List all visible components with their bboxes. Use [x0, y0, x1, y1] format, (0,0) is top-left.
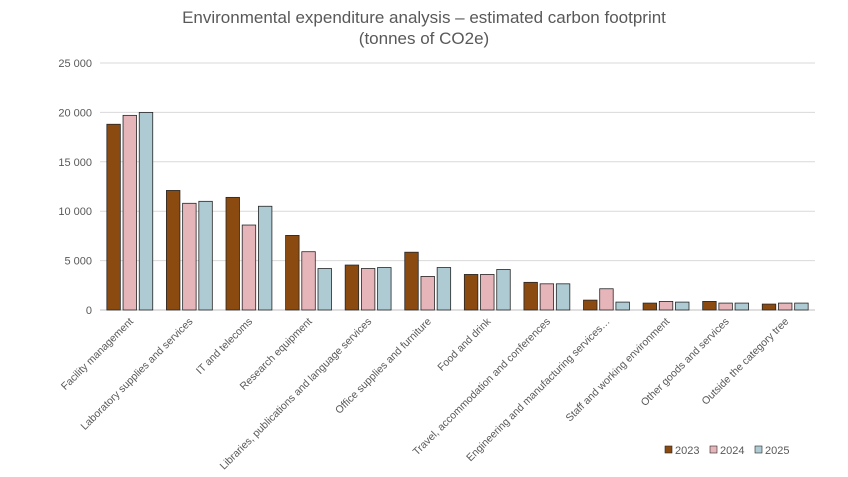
- y-tick-label: 0: [86, 305, 92, 317]
- bar-2025: [734, 302, 749, 311]
- bar-2023: [463, 274, 479, 311]
- chart-title: Environmental expenditure analysis – est…: [182, 8, 666, 27]
- y-tick-label: 5 000: [64, 256, 92, 268]
- bar-2025: [496, 269, 511, 311]
- x-tick-label: Office supplies and furniture: [333, 316, 434, 417]
- legend-label: 2024: [720, 445, 744, 457]
- bar-2023: [642, 302, 657, 311]
- bar-2023: [225, 196, 240, 311]
- bar-2024: [599, 288, 614, 311]
- x-tick-label: Food and drink: [435, 315, 494, 374]
- y-tick-label: 20 000: [58, 107, 92, 119]
- bar-2023: [583, 299, 598, 311]
- bar-2024: [539, 283, 555, 311]
- legend-swatch-2025: [754, 445, 763, 454]
- bar-2024: [658, 301, 674, 311]
- bar-2024: [420, 276, 435, 311]
- bar-2024: [122, 114, 137, 311]
- legend-label: 2023: [675, 445, 699, 457]
- bar-2025: [615, 301, 630, 311]
- x-tick-label: IT and telecoms: [194, 316, 255, 377]
- chart-subtitle: (tonnes of CO2e): [359, 29, 489, 48]
- bar-2025: [317, 268, 332, 311]
- bar-2025: [436, 267, 452, 311]
- x-tick-label: Laboratory supplies and services: [78, 316, 195, 433]
- bar-2023: [702, 301, 717, 311]
- bar-2025: [258, 205, 273, 311]
- bar-2023: [344, 264, 360, 311]
- bar-2024: [301, 251, 316, 311]
- x-tick-label: Staff and working environment: [564, 316, 673, 425]
- bar-2023: [285, 235, 300, 311]
- bar-2023: [404, 251, 419, 311]
- bar-2024: [718, 302, 733, 311]
- bar-2025: [377, 267, 392, 311]
- bar-2025: [138, 112, 154, 311]
- bar-2023: [761, 303, 777, 311]
- legend-label: 2025: [765, 445, 789, 457]
- y-tick-label: 25 000: [58, 58, 92, 70]
- y-tick-label: 15 000: [58, 157, 92, 169]
- bar-2023: [166, 190, 181, 311]
- bar-2023: [106, 123, 121, 311]
- bar-2025: [198, 200, 213, 311]
- bar-2024: [480, 274, 495, 311]
- bar-2024: [241, 224, 257, 311]
- legend-swatch-2023: [664, 445, 673, 454]
- bar-2025: [794, 302, 809, 311]
- bar-2023: [523, 281, 538, 311]
- bar-2025: [675, 301, 690, 311]
- bar-2025: [555, 283, 571, 311]
- bar-2024: [778, 302, 793, 311]
- legend-swatch-2024: [709, 445, 718, 454]
- bar-2024: [360, 268, 376, 311]
- bar-2024: [182, 202, 197, 311]
- y-tick-label: 10 000: [58, 206, 92, 218]
